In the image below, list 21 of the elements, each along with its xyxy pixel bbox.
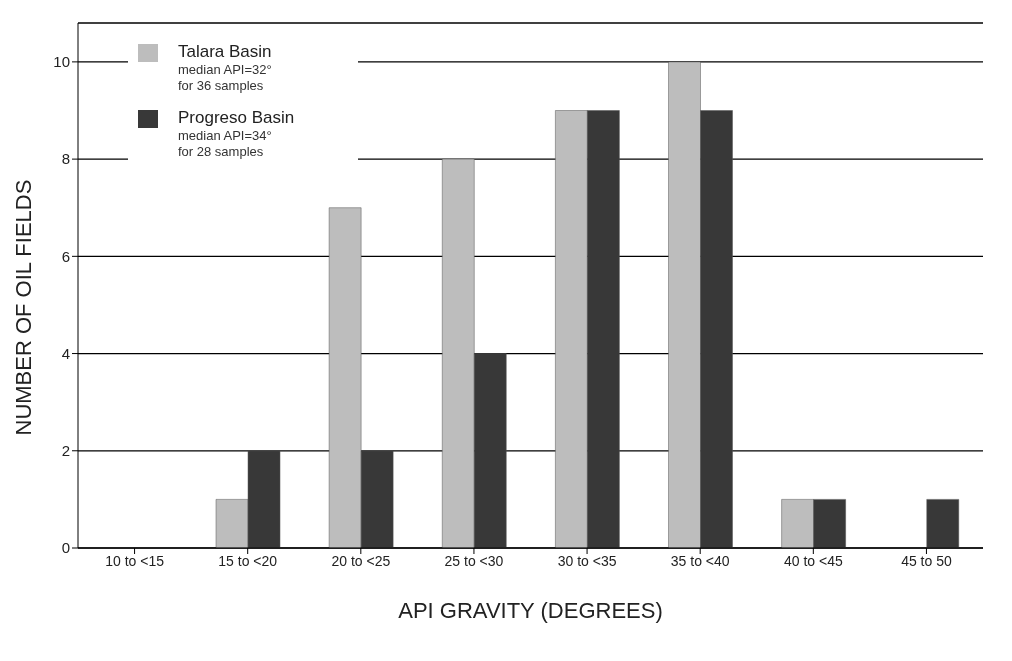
x-tick-label: 40 to <45 <box>783 552 843 569</box>
x-tick-label: 25 to <30 <box>444 552 504 569</box>
annotation: median API=34° for 28 samples <box>178 128 273 160</box>
annotation: median API=32° for 36 samples <box>178 62 273 94</box>
x-tick-label: 20 to <25 <box>331 552 391 569</box>
x-tick-label: 30 to <35 <box>557 552 617 569</box>
legend-label: Progreso Basin <box>178 108 296 128</box>
x-axis-title: API GRAVITY (DEGREES) <box>398 598 663 623</box>
x-tick-label: 45 to 50 <box>901 552 952 569</box>
y-tick-label: 0 <box>61 539 70 557</box>
legend-label: Talara Basin <box>178 42 273 62</box>
y-tick-label: 10 <box>53 53 70 71</box>
y-tick-label: 4 <box>61 344 70 362</box>
bar <box>926 499 960 548</box>
x-tick-label: 10 to <15 <box>105 552 165 569</box>
y-axis-title: NUMBER OF OIL FIELDS <box>10 179 36 436</box>
x-tick-label: 35 to <40 <box>670 552 730 569</box>
y-tick-label: 6 <box>61 247 70 265</box>
y-tick-label: 8 <box>61 150 70 168</box>
x-tick-label: 15 to <20 <box>218 552 278 569</box>
y-tick-label: 2 <box>61 442 70 460</box>
